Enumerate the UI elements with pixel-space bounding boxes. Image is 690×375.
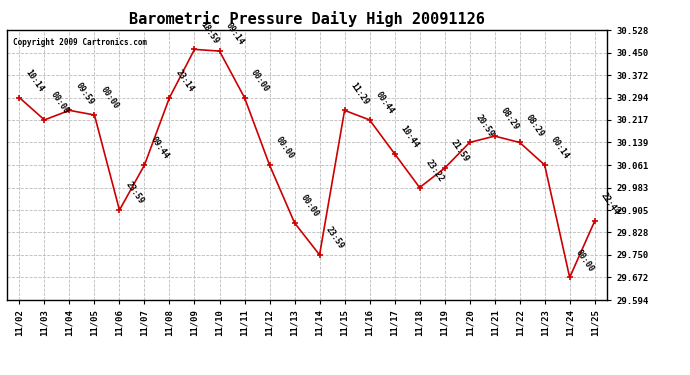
Text: 00:00: 00:00 xyxy=(99,85,120,111)
Text: 00:44: 00:44 xyxy=(374,90,395,116)
Text: 00:14: 00:14 xyxy=(549,135,571,161)
Text: 00:00: 00:00 xyxy=(299,193,320,219)
Text: 09:14: 09:14 xyxy=(224,21,246,47)
Text: 20:59: 20:59 xyxy=(474,112,495,138)
Text: 09:59: 09:59 xyxy=(74,81,95,106)
Text: 22:44: 22:44 xyxy=(599,191,620,217)
Text: 00:00: 00:00 xyxy=(574,248,595,273)
Text: 11:29: 11:29 xyxy=(348,81,371,106)
Text: 23:59: 23:59 xyxy=(324,225,346,251)
Text: 21:59: 21:59 xyxy=(448,138,471,164)
Text: 08:29: 08:29 xyxy=(524,112,546,138)
Text: 08:29: 08:29 xyxy=(499,106,520,132)
Text: 00:00: 00:00 xyxy=(248,68,270,93)
Text: 23:59: 23:59 xyxy=(124,180,146,206)
Text: 00:00: 00:00 xyxy=(48,90,70,116)
Text: 18:59: 18:59 xyxy=(199,20,220,45)
Text: 23:14: 23:14 xyxy=(174,68,195,93)
Text: 00:00: 00:00 xyxy=(274,135,295,161)
Text: 23:22: 23:22 xyxy=(424,158,446,183)
Title: Barometric Pressure Daily High 20091126: Barometric Pressure Daily High 20091126 xyxy=(129,12,485,27)
Text: Copyright 2009 Cartronics.com: Copyright 2009 Cartronics.com xyxy=(13,38,147,47)
Text: 10:44: 10:44 xyxy=(399,124,420,150)
Text: 10:14: 10:14 xyxy=(23,68,46,93)
Text: 09:44: 09:44 xyxy=(148,135,170,161)
